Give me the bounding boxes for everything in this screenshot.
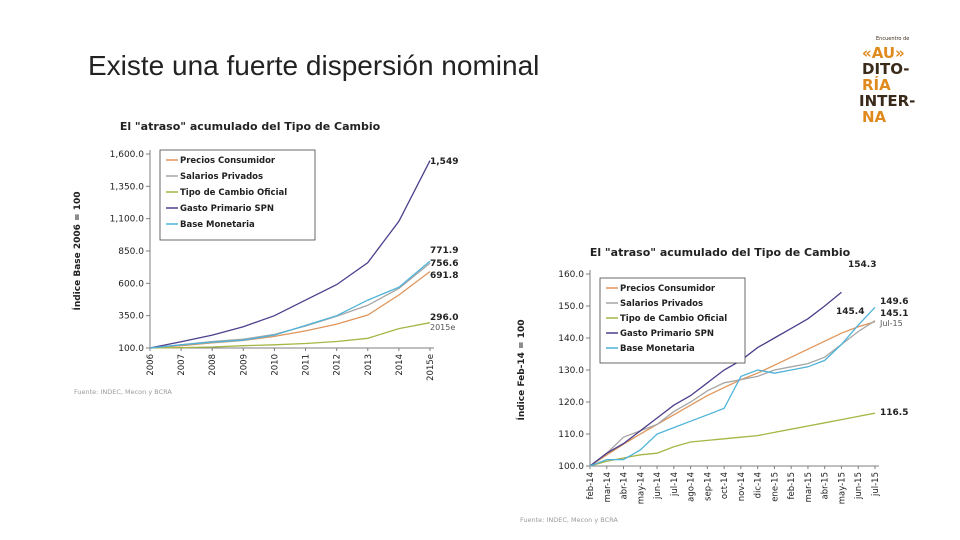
x-tick-label: abr-15 [821,472,831,499]
source-note: Fuente: INDEC, Mecon y BCRA [74,388,172,396]
series-line-gasto-primario-spn [589,291,842,467]
legend-label-salarios-privados: Salarios Privados [180,172,263,182]
end-value-label: 145.4 [836,307,864,317]
chart-title: El "atraso" acumulado del Tipo de Cambio [590,246,851,259]
series-line-base-monetaria [589,306,876,467]
legend-label-base-monetaria: Base Monetaria [620,344,695,354]
x-tick-label: 2012 [333,354,343,376]
y-tick-label: 100.0 [118,344,144,354]
chart-annual-index: El "atraso" acumulado del Tipo de Cambio… [71,120,458,396]
x-tick-label: may-14 [636,472,646,504]
series-line-salarios-privados [149,262,431,349]
x-tick-label: jun-14 [653,472,663,500]
logo-line-4: INTER- [859,92,915,110]
x-tick-label: 2013 [364,354,374,376]
slide-title: Existe una fuerte dispersión nominal [88,50,540,81]
y-axis-label: Índice Base 2006 = 100 [71,191,83,310]
y-tick-label: 600.0 [118,279,144,289]
series-line-gasto-primario-spn [149,160,431,349]
y-tick-label: 130.0 [558,366,584,376]
y-axis-label: Índice Feb-14 = 100 [515,319,527,420]
legend-label-salarios-privados: Salarios Privados [620,299,703,309]
end-value-label: 1,549 [430,157,458,167]
source-note: Fuente: INDEC, Mecon y BCRA [520,516,618,524]
end-value-label: 296.0 [430,313,458,323]
y-tick-label: 100.0 [558,462,584,472]
logo-top-text: Encuentro de [876,36,909,42]
x-tick-label: ene-15 [770,472,780,502]
x-tick-label: dic-14 [754,472,764,498]
y-tick-label: 1,100.0 [110,215,145,225]
x-tick-label: oct-14 [720,472,730,499]
legend-label-precios-consumidor: Precios Consumidor [620,284,716,294]
x-tick-label: 2008 [208,354,218,376]
x-tick-label: mar-15 [804,472,814,502]
x-tick-label: ago-14 [687,472,697,502]
y-tick-label: 350.0 [118,312,144,322]
chart-title: El "atraso" acumulado del Tipo de Cambio [120,120,381,133]
series-line-tipo-de-cambio-oficial [589,412,876,467]
end-annotation: Jul-15 [879,319,903,328]
series-line-tipo-de-cambio-oficial [149,322,431,349]
legend-label-precios-consumidor: Precios Consumidor [180,156,276,166]
series-line-salarios-privados [589,320,876,467]
x-tick-label: 2009 [239,354,249,376]
legend-label-base-monetaria: Base Monetaria [180,220,255,230]
y-tick-label: 150.0 [558,302,584,312]
y-tick-label: 120.0 [558,398,584,408]
auditoria-interna-logo: Encuentro de «AU» DITO- RÍA INTER- NA [859,36,915,126]
logo-line-5: NA [862,108,887,126]
end-value-label: 756.6 [430,259,458,269]
chart-monthly-index: El "atraso" acumulado del Tipo de Cambio… [515,246,908,524]
legend-label-gasto-primario-spn: Gasto Primario SPN [180,204,274,214]
logo-line-2: DITO- [862,60,910,78]
x-tick-label: nov-14 [737,472,747,501]
x-tick-label: feb-14 [586,472,596,500]
end-annotation: 2015e [430,323,455,332]
legend-label-gasto-primario-spn: Gasto Primario SPN [620,329,714,339]
end-value-label: 771.9 [430,246,458,256]
logo-line-1: «AU» [862,44,905,62]
end-value-label: 154.3 [848,260,876,270]
x-tick-label: mar-14 [603,472,613,502]
x-tick-label: jul-14 [670,472,680,497]
x-tick-label: 2014 [395,354,405,376]
series-line-precios-consumidor [589,321,876,467]
x-tick-label: feb-15 [787,472,797,500]
end-value-label: 149.6 [880,297,908,307]
y-tick-label: 1,600.0 [110,150,145,160]
x-tick-label: sep-14 [703,472,713,501]
x-tick-label: may-15 [837,472,847,504]
series-line-precios-consumidor [149,270,431,349]
x-tick-label: 2011 [302,354,312,376]
x-tick-label: 2007 [177,354,187,376]
y-tick-label: 140.0 [558,334,584,344]
end-value-label: 116.5 [880,408,908,418]
legend-label-tipo-de-cambio-oficial: Tipo de Cambio Oficial [180,188,287,198]
x-tick-label: abr-14 [620,472,630,499]
x-tick-label: 2010 [270,354,280,376]
legend-label-tipo-de-cambio-oficial: Tipo de Cambio Oficial [620,314,727,324]
end-value-label: 145.1 [880,309,908,319]
series-line-base-monetaria [149,260,431,349]
x-tick-label: 2006 [146,354,156,376]
end-value-label: 691.8 [430,271,458,281]
x-tick-label: 2015e [426,354,436,381]
logo-line-3: RÍA [862,75,891,94]
y-tick-label: 110.0 [558,430,584,440]
y-tick-label: 160.0 [558,270,584,280]
x-tick-label: jun-15 [854,472,864,500]
y-tick-label: 850.0 [118,247,144,257]
legend-box [599,277,746,364]
y-tick-label: 1,350.0 [110,182,145,192]
legend-box [159,149,316,241]
x-tick-label: jul-15 [871,472,881,497]
